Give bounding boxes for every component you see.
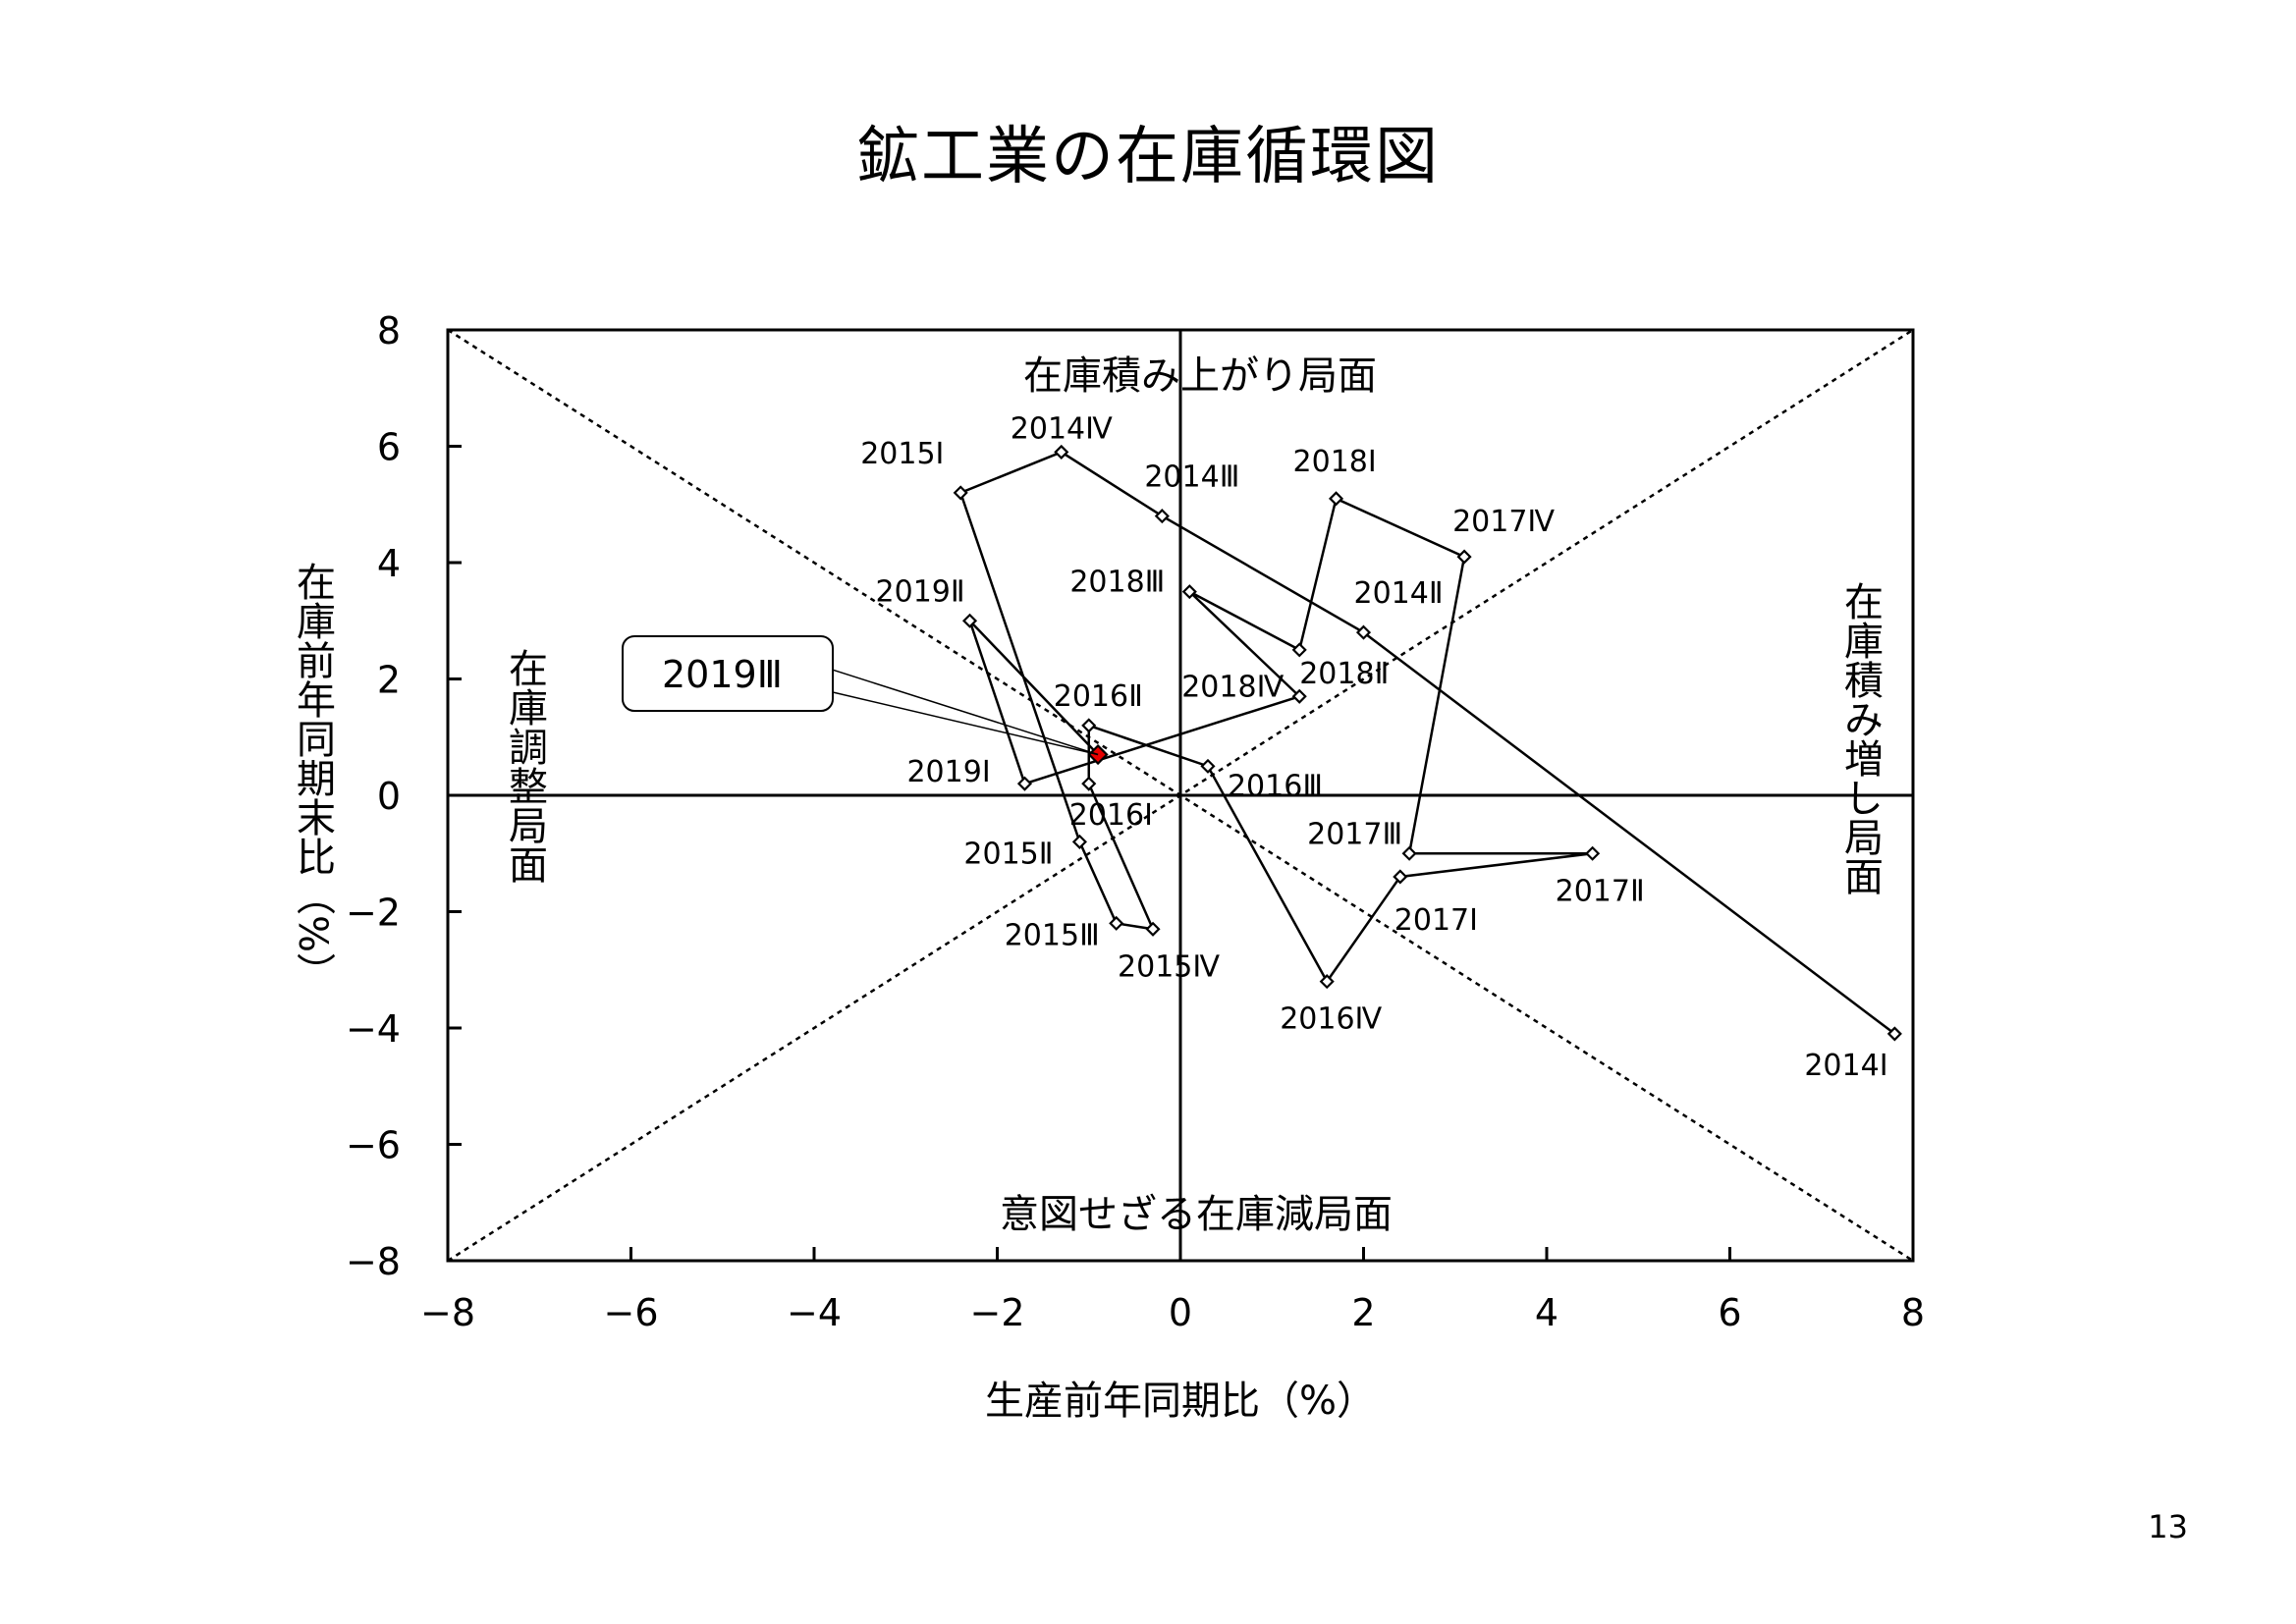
data-point-marker (961, 613, 978, 628)
data-point-marker (1081, 718, 1097, 733)
y-tick-label: −2 (346, 892, 401, 935)
quadrant-label-left: 在庫調整局面 (502, 648, 547, 884)
x-tick-label: 4 (1535, 1291, 1558, 1334)
data-point-marker (1071, 834, 1087, 849)
data-point-label: 2015Ⅲ (1005, 918, 1100, 952)
callout-pointer-line (832, 691, 1099, 756)
data-point-marker (1585, 845, 1601, 861)
data-point-label: 2015Ⅰ (860, 437, 944, 471)
data-point-marker (1181, 584, 1197, 600)
data-point-marker (1081, 776, 1097, 791)
data-point-label: 2017Ⅲ (1307, 817, 1402, 851)
quadrant-label-right: 在庫積み増し局面 (1837, 581, 1884, 895)
y-tick-label: 6 (377, 426, 401, 469)
y-axis-label: 在庫前年同期末比（%） (290, 562, 336, 992)
data-point-marker (1319, 974, 1335, 990)
data-point-label: 2018Ⅰ (1293, 445, 1377, 479)
data-point-marker (1328, 491, 1344, 507)
data-point-marker (1456, 549, 1472, 565)
data-point-label: 2016Ⅰ (1069, 798, 1153, 833)
data-point-label: 2015Ⅱ (963, 837, 1053, 871)
page-number: 13 (2148, 1508, 2188, 1545)
data-point-marker (953, 485, 968, 501)
x-tick-label: −4 (787, 1291, 842, 1334)
y-tick-label: −8 (346, 1240, 401, 1283)
x-tick-label: −2 (969, 1291, 1024, 1334)
data-point-label: 2016Ⅱ (1054, 679, 1143, 714)
data-point-marker (1401, 845, 1417, 861)
y-tick-label: −4 (346, 1007, 401, 1051)
x-tick-label: 8 (1901, 1291, 1925, 1334)
y-tick-label: 4 (377, 542, 401, 585)
data-point-label: 2017Ⅰ (1394, 903, 1478, 938)
data-point-label: 2018Ⅳ (1181, 670, 1284, 704)
data-point-label: 2014Ⅱ (1354, 576, 1444, 611)
data-point-marker (1291, 688, 1307, 704)
data-point-label: 2019Ⅱ (876, 574, 965, 609)
quadrant-label-bottom: 意図せざる在庫減局面 (1000, 1192, 1393, 1237)
x-tick-label: 2 (1351, 1291, 1375, 1334)
x-tick-label: −6 (603, 1291, 658, 1334)
data-point-label: 2014Ⅳ (1011, 411, 1113, 446)
y-tick-label: −6 (346, 1124, 401, 1167)
quadrant-label-top: 在庫積み上がり局面 (1023, 353, 1377, 399)
data-point-marker (1393, 869, 1408, 885)
data-point-marker (1886, 1026, 1902, 1042)
data-point-marker (1145, 921, 1161, 937)
chart-title: 鉱工業の在庫循環図 (856, 121, 1440, 193)
data-point-label: 2014Ⅲ (1144, 460, 1239, 495)
callout-pointer-line (832, 669, 1099, 756)
data-point-marker (1200, 758, 1216, 774)
data-point-label: 2016Ⅳ (1280, 1002, 1382, 1037)
series-line (958, 451, 1896, 1035)
x-tick-label: 0 (1169, 1291, 1192, 1334)
x-tick-label: −8 (420, 1291, 475, 1334)
callout-box (622, 635, 834, 712)
data-point-label: 2016Ⅲ (1228, 769, 1323, 803)
x-axis-label: 生産前年同期比（%） (985, 1379, 1376, 1424)
data-point-label: 2015Ⅳ (1118, 949, 1220, 984)
data-point-marker (1154, 509, 1170, 524)
data-point-label: 2017Ⅱ (1556, 874, 1645, 908)
y-tick-label: 8 (377, 309, 401, 352)
y-tick-label: 2 (377, 659, 401, 702)
data-point-marker (1054, 444, 1069, 460)
data-point-label: 2019Ⅰ (906, 755, 990, 789)
data-point-label: 2014Ⅰ (1804, 1049, 1887, 1083)
data-point-marker (1109, 915, 1124, 931)
data-point-marker (1016, 776, 1033, 791)
y-tick-label: 0 (377, 775, 401, 818)
data-point-marker (1355, 624, 1372, 640)
x-tick-label: 6 (1718, 1291, 1741, 1334)
data-point-label: 2017Ⅳ (1452, 505, 1555, 539)
data-point-label: 2018Ⅲ (1069, 566, 1165, 600)
data-point-label: 2018Ⅱ (1299, 657, 1389, 691)
callout-label: 2019Ⅲ (662, 653, 783, 696)
data-point-marker (1291, 642, 1307, 658)
